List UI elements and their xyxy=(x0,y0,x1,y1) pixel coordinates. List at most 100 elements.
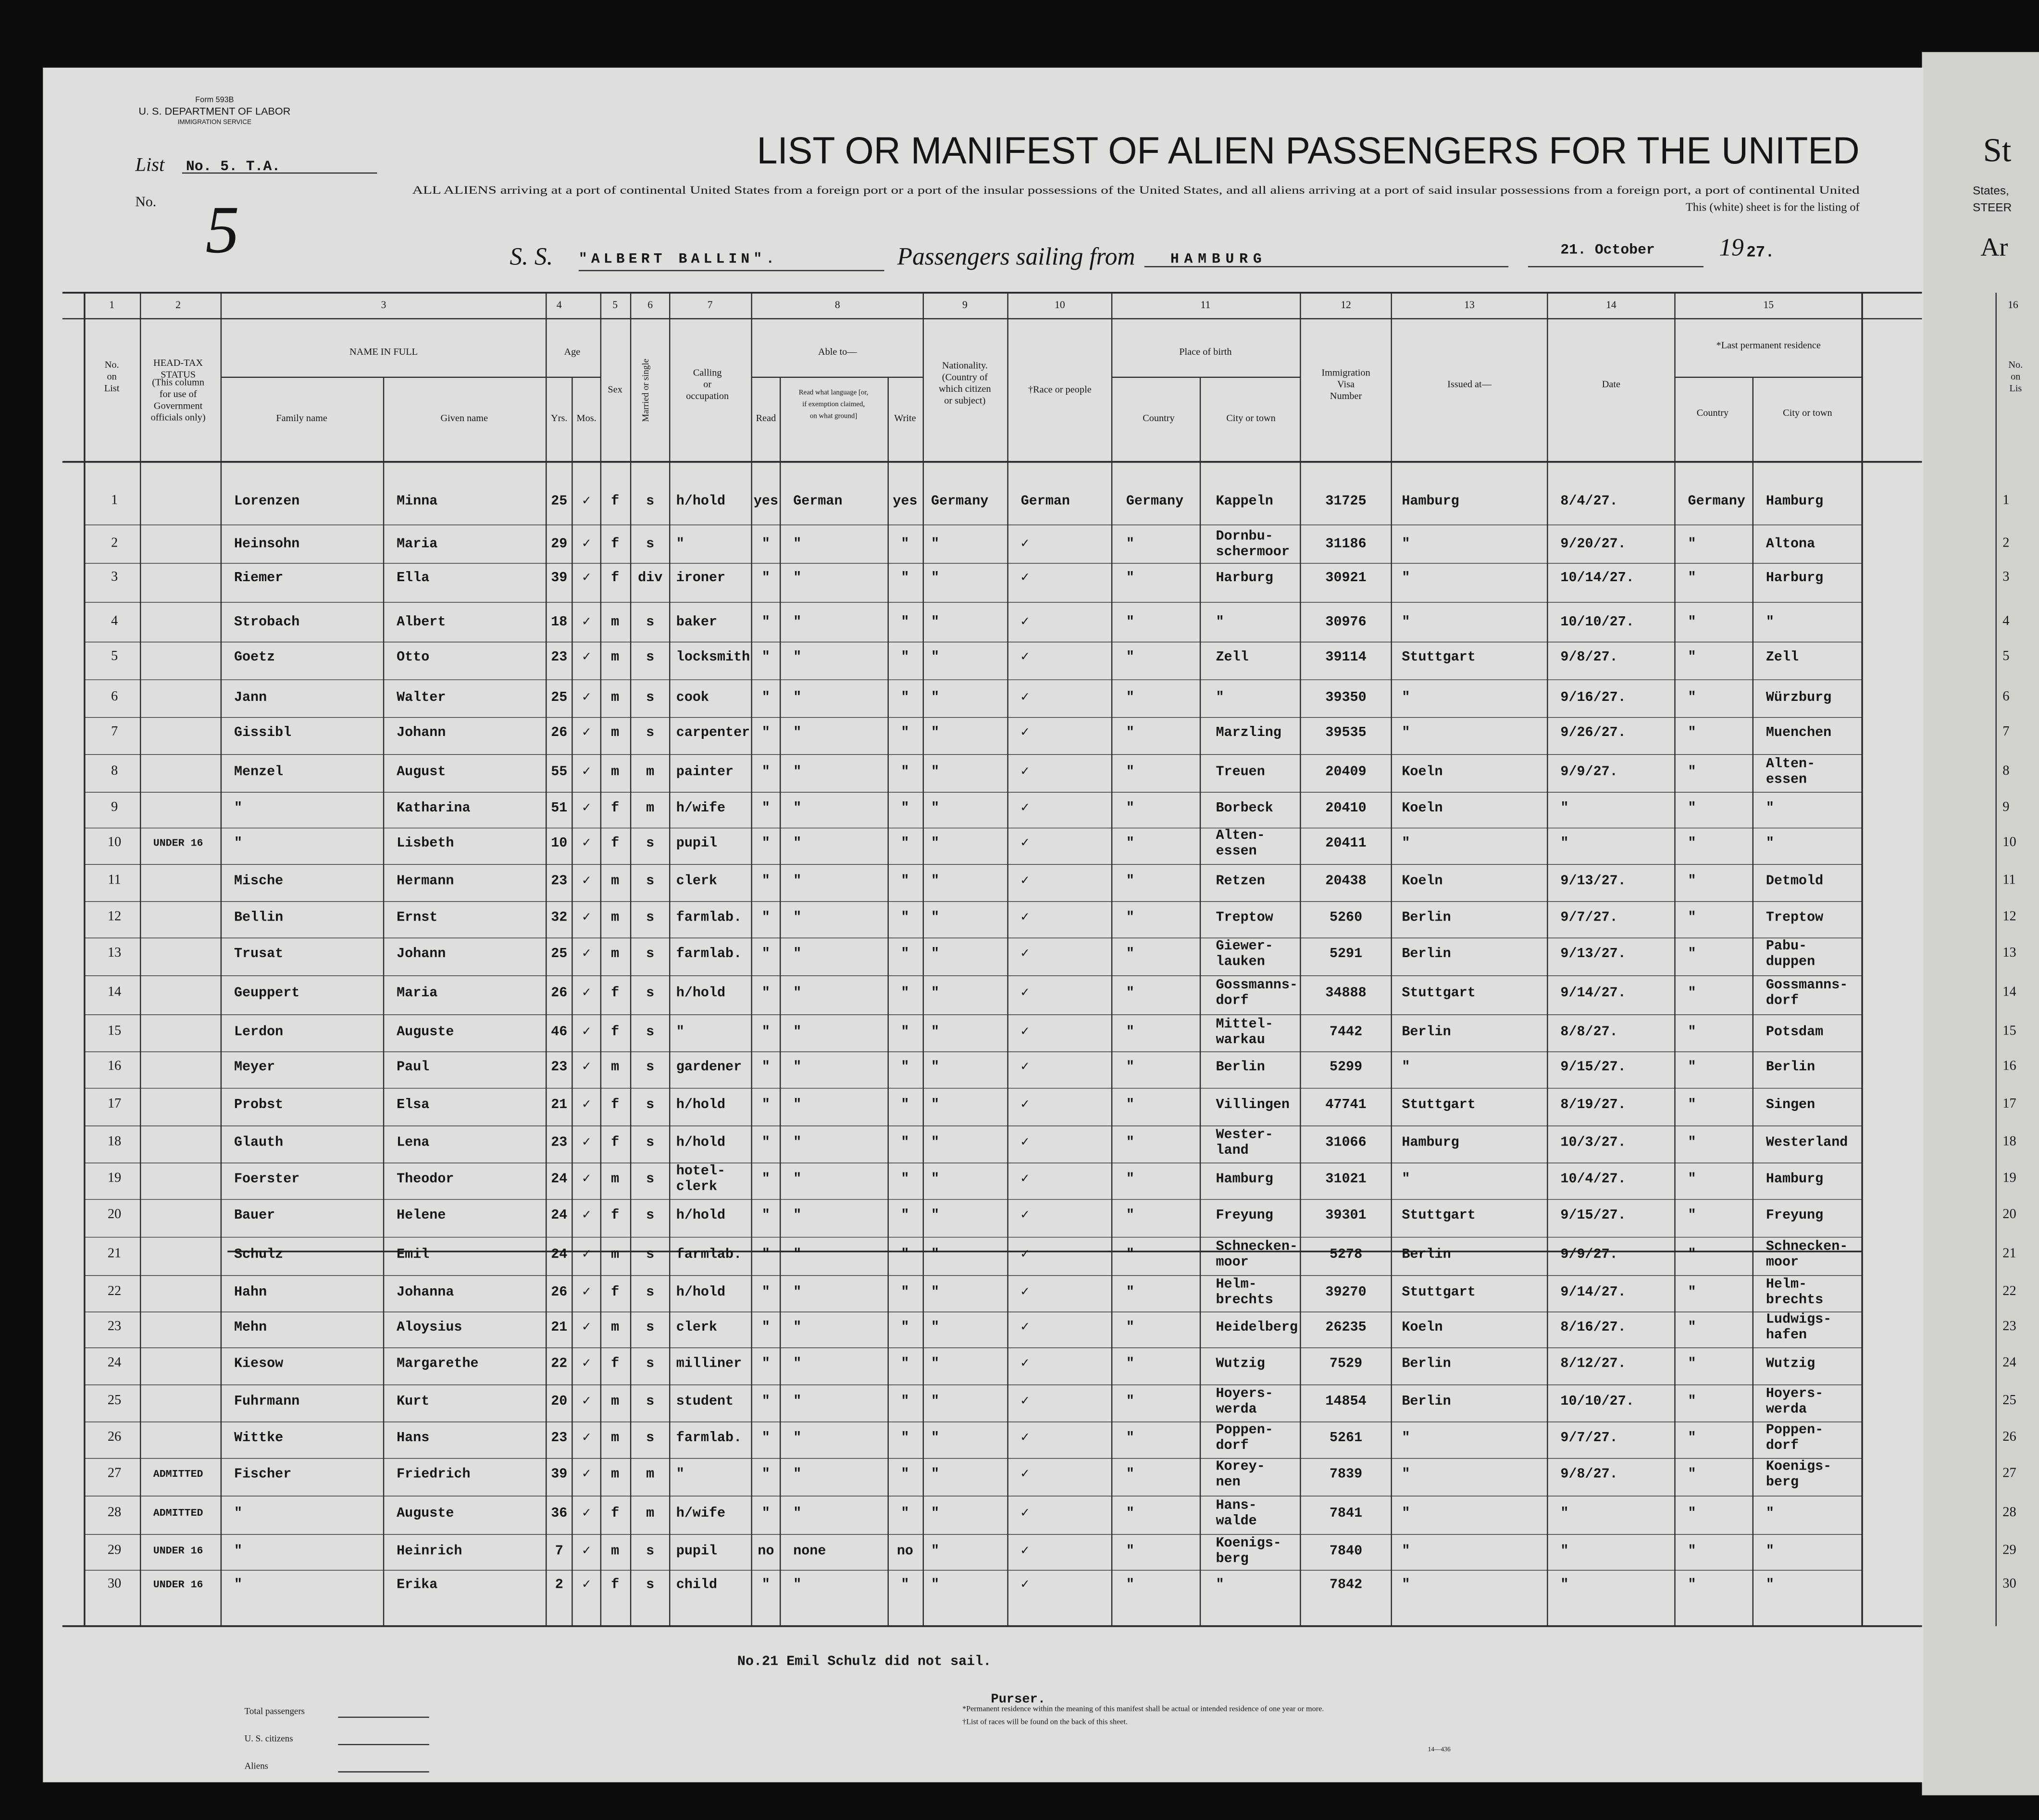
year-prefix: 19 xyxy=(1719,234,1743,261)
cell-text: " xyxy=(1126,1319,1134,1335)
cell-text: " xyxy=(901,873,909,889)
column-label: City or town xyxy=(1783,408,1832,418)
cell-text: baker xyxy=(676,614,717,630)
cell-text: " xyxy=(1126,763,1134,779)
cell-text: Bellin xyxy=(234,909,283,925)
cell-text: " xyxy=(762,909,770,925)
cell-text: " xyxy=(1126,1171,1134,1186)
cell-text: werda xyxy=(1216,1401,1257,1417)
cell-text: " xyxy=(1402,536,1410,552)
cell-text: " xyxy=(901,1246,909,1262)
cell-text: Probst xyxy=(234,1097,283,1112)
cell-text: Mittel- xyxy=(1216,1016,1273,1032)
cell-text: " xyxy=(1126,873,1134,889)
cell-text: " xyxy=(762,1171,770,1186)
form-number: Form 593B xyxy=(195,96,234,104)
cell-text: s xyxy=(646,614,654,630)
cell-text: " xyxy=(1688,1466,1696,1482)
cell-text: " xyxy=(931,1171,939,1186)
next-page-heading: Ar xyxy=(1980,233,2008,262)
cell-text: " xyxy=(1688,1024,1696,1040)
row-number-repeat: 15 xyxy=(2002,1023,2016,1038)
cell-text: ADMITTED xyxy=(153,1469,203,1480)
column-number: 6 xyxy=(647,299,653,311)
cell-text: 5260 xyxy=(1330,909,1362,925)
column-label: Date xyxy=(1602,379,1620,390)
cell-text: s xyxy=(646,724,654,740)
list-number: No. 5. T.A. xyxy=(186,158,280,175)
cell-text: 32 xyxy=(551,909,567,925)
cell-text: " xyxy=(762,689,770,705)
cell-text: " xyxy=(1688,649,1696,665)
row-number: 25 xyxy=(108,1393,121,1408)
cell-text: s xyxy=(646,835,654,851)
cell-text: " xyxy=(901,1319,909,1335)
cell-text: " xyxy=(901,763,909,779)
cell-text: 29 xyxy=(551,536,567,552)
cell-text: " xyxy=(676,1024,684,1040)
cell-text: f xyxy=(611,1505,619,1521)
row-number-repeat: 9 xyxy=(2002,799,2009,814)
cell-text: 20 xyxy=(551,1393,567,1409)
year: 27. xyxy=(1746,244,1774,262)
cell-text: August xyxy=(397,763,446,779)
cell-text: f xyxy=(611,1134,619,1150)
cell-text: " xyxy=(931,1577,939,1593)
cell-text: f xyxy=(611,493,619,509)
column-label: or subject) xyxy=(944,396,985,406)
row-number-repeat: 29 xyxy=(2002,1542,2016,1557)
column-label: HEAD-TAX xyxy=(153,358,203,368)
cell-text: ✓ xyxy=(1021,724,1029,740)
cell-text: Theodor xyxy=(397,1171,454,1186)
form-code: 14—436 xyxy=(1428,1745,1451,1753)
cell-text: " xyxy=(1126,800,1134,816)
cell-text: 23 xyxy=(551,649,567,665)
cell-text: Korey- xyxy=(1216,1458,1265,1474)
cell-text: " xyxy=(931,946,939,961)
cell-text: 23 xyxy=(551,873,567,889)
cell-text: 30976 xyxy=(1325,614,1366,630)
cell-text: ✓ xyxy=(1021,1505,1029,1521)
row-number-repeat: 24 xyxy=(2002,1355,2016,1370)
cell-text: div xyxy=(638,570,662,586)
cell-text: berg xyxy=(1766,1474,1799,1490)
row-number-repeat: 13 xyxy=(2002,945,2016,960)
cell-text: m xyxy=(611,1246,619,1262)
cell-text: " xyxy=(762,649,770,665)
cell-text: 20411 xyxy=(1325,835,1366,851)
cell-text: " xyxy=(901,800,909,816)
row-number: 19 xyxy=(108,1170,121,1185)
cell-text: 8/19/27. xyxy=(1560,1097,1626,1112)
cell-text: 39270 xyxy=(1325,1284,1366,1300)
column-label: (This column xyxy=(152,377,204,388)
cell-text: walde xyxy=(1216,1513,1257,1529)
cell-text: " xyxy=(931,909,939,925)
cell-text: yes xyxy=(893,493,917,509)
sheet-note: This (white) sheet is for the listing of xyxy=(1686,201,1860,214)
cell-text: 7842 xyxy=(1330,1577,1362,1593)
cell-text: " xyxy=(762,1393,770,1409)
cell-text: Kiesow xyxy=(234,1356,283,1371)
column-label: Read what language [or, xyxy=(799,389,869,397)
cell-text: m xyxy=(646,1505,654,1521)
row-number: 30 xyxy=(108,1576,121,1591)
sailing-date: 21. October xyxy=(1560,241,1654,258)
cell-text: " xyxy=(1688,873,1696,889)
row-number-repeat: 26 xyxy=(2002,1429,2016,1444)
next-page-heading: STEER xyxy=(1973,201,2012,214)
cell-text: " xyxy=(901,1024,909,1040)
cell-text: Freyung xyxy=(1216,1207,1273,1223)
cell-text: " xyxy=(1126,614,1134,630)
column-number: 4 xyxy=(557,299,562,311)
cell-text: Dornbu- xyxy=(1216,528,1273,544)
cell-text: " xyxy=(931,1393,939,1409)
cell-text: milliner xyxy=(676,1356,742,1371)
cell-text: " xyxy=(1126,1393,1134,1409)
cell-text: ✓ xyxy=(1021,614,1029,630)
cell-text: Hamburg xyxy=(1216,1171,1273,1186)
cell-text: yes xyxy=(754,493,778,509)
cell-text: m xyxy=(646,1466,654,1482)
cell-text: hotel- xyxy=(676,1163,725,1179)
cell-text: clerk xyxy=(676,873,717,889)
